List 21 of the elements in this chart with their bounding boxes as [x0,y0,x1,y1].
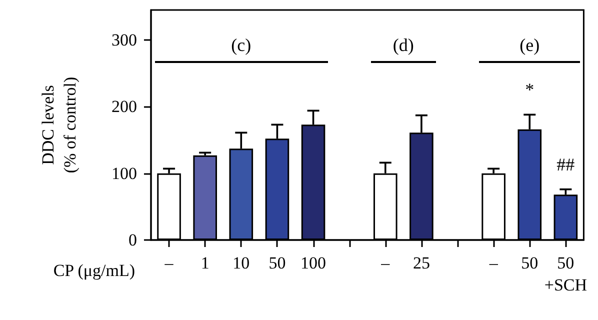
x-axis-title: CP (μg/mL) [53,261,135,280]
x-tick-label: 100 [300,254,326,272]
annotation: (c) [231,35,252,55]
y-tick-label: 100 [112,164,137,183]
y-tick-label: 200 [112,97,137,116]
x-tick-label: 50 +SCH [544,254,588,294]
annotation: (d) [392,35,414,55]
x-tick-label: 25 [412,254,430,272]
x-tick-label: 50 [521,254,538,272]
y-axis-title: DDC levels (% of control) [38,76,80,174]
x-tick-label: – [380,254,390,272]
x-tick-label: 1 [200,254,210,272]
annotation: (e) [520,35,540,55]
x-tick-label: – [488,254,498,272]
y-tick-label: 300 [112,30,137,50]
annotation: * [525,80,534,100]
annotation: ## [556,154,575,174]
x-tick-label: 50 [268,254,286,272]
y-tick-label: 0 [128,230,137,250]
x-tick-label: – [164,254,174,272]
x-tick-label: 10 [232,254,250,272]
